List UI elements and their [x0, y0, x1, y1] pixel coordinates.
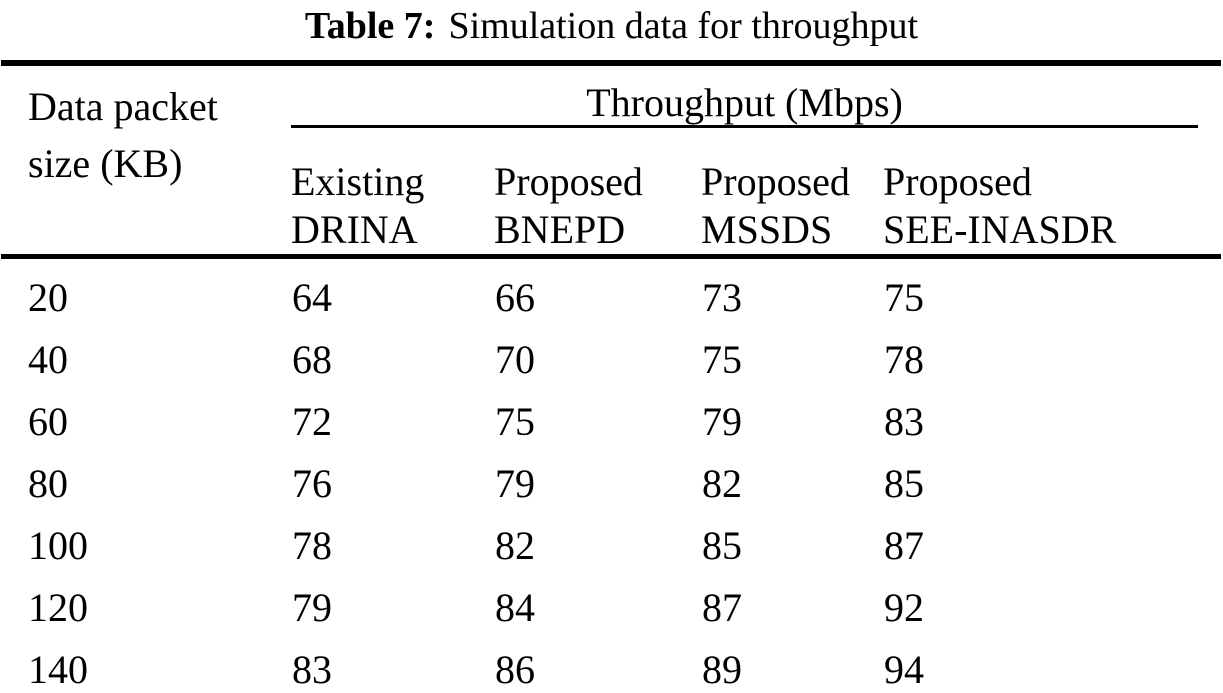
- cell-drina: 76: [292, 461, 332, 506]
- column-header-line: Proposed: [883, 159, 1032, 204]
- table-header: Data packet size (KB) Throughput (Mbps) …: [1, 63, 1222, 257]
- cell-packet-size: 60: [28, 399, 68, 444]
- cell-see-inasdr: 85: [884, 461, 924, 506]
- table-row: 20 64 66 73 75: [1, 257, 1221, 322]
- column-header-row: Existing DRINA Proposed BNEPD Proposed M…: [1, 128, 1221, 257]
- table-title: Table 7: Simulation data for throughput: [0, 0, 1223, 60]
- column-header-bnepd: Proposed BNEPD: [494, 128, 701, 257]
- table-body: 20 64 66 73 75 40 68 70 75 78 60 72 75 7…: [1, 257, 1221, 693]
- cell-mssds: 82: [702, 461, 742, 506]
- cell-packet-size: 100: [28, 523, 88, 568]
- table-row: 120 79 84 87 92: [1, 569, 1221, 631]
- cell-mssds: 73: [702, 275, 742, 320]
- column-header-drina: Existing DRINA: [291, 128, 494, 257]
- column-header-line: Existing: [291, 159, 425, 204]
- column-header-line: DRINA: [291, 207, 418, 252]
- cell-mssds: 75: [702, 337, 742, 382]
- cell-mssds: 85: [702, 523, 742, 568]
- stub-header-line2: size (KB): [28, 141, 183, 186]
- group-header-cell: Throughput (Mbps): [291, 63, 1221, 128]
- cell-see-inasdr: 83: [884, 399, 924, 444]
- cell-drina: 68: [292, 337, 332, 382]
- cell-bnepd: 66: [495, 275, 535, 320]
- cell-bnepd: 79: [495, 461, 535, 506]
- group-header-row: Data packet size (KB) Throughput (Mbps): [1, 63, 1221, 186]
- cell-bnepd: 86: [495, 647, 535, 692]
- column-header-line: BNEPD: [494, 207, 626, 252]
- table-row: 100 78 82 85 87: [1, 507, 1221, 569]
- column-header-line: SEE-INASDR: [883, 207, 1117, 252]
- table-row: 80 76 79 82 85: [1, 445, 1221, 507]
- group-header-label: Throughput (Mbps): [291, 66, 1199, 128]
- cell-mssds: 89: [702, 647, 742, 692]
- table-title-label: Table 7:: [304, 5, 436, 47]
- cell-see-inasdr: 75: [884, 275, 924, 320]
- cell-packet-size: 140: [28, 647, 88, 692]
- table-row: 140 83 86 89 94: [1, 631, 1221, 693]
- cell-mssds: 79: [702, 399, 742, 444]
- cell-see-inasdr: 92: [884, 585, 924, 630]
- cell-bnepd: 75: [495, 399, 535, 444]
- cell-drina: 78: [292, 523, 332, 568]
- simulation-data-table: Data packet size (KB) Throughput (Mbps) …: [1, 60, 1222, 693]
- stub-header-line1: Data packet: [28, 84, 218, 129]
- cell-see-inasdr: 87: [884, 523, 924, 568]
- cell-packet-size: 120: [28, 585, 88, 630]
- column-header-line: Proposed: [494, 159, 643, 204]
- cell-mssds: 87: [702, 585, 742, 630]
- cell-bnepd: 70: [495, 337, 535, 382]
- table-row: 40 68 70 75 78: [1, 321, 1221, 383]
- cell-see-inasdr: 94: [884, 647, 924, 692]
- column-header-line: MSSDS: [701, 207, 833, 252]
- cell-bnepd: 84: [495, 585, 535, 630]
- stub-header-cell: Data packet size (KB): [1, 63, 291, 257]
- cell-drina: 79: [292, 585, 332, 630]
- column-header-line: Proposed: [701, 159, 850, 204]
- column-header-see-inasdr: Proposed SEE-INASDR: [883, 128, 1221, 257]
- cell-drina: 83: [292, 647, 332, 692]
- column-header-mssds: Proposed MSSDS: [701, 128, 883, 257]
- table-title-caption: Simulation data for throughput: [448, 5, 919, 47]
- cell-packet-size: 20: [28, 275, 68, 320]
- cell-bnepd: 82: [495, 523, 535, 568]
- cell-drina: 72: [292, 399, 332, 444]
- cell-packet-size: 80: [28, 461, 68, 506]
- cell-packet-size: 40: [28, 337, 68, 382]
- cell-see-inasdr: 78: [884, 337, 924, 382]
- table-row: 60 72 75 79 83: [1, 383, 1221, 445]
- cell-drina: 64: [292, 275, 332, 320]
